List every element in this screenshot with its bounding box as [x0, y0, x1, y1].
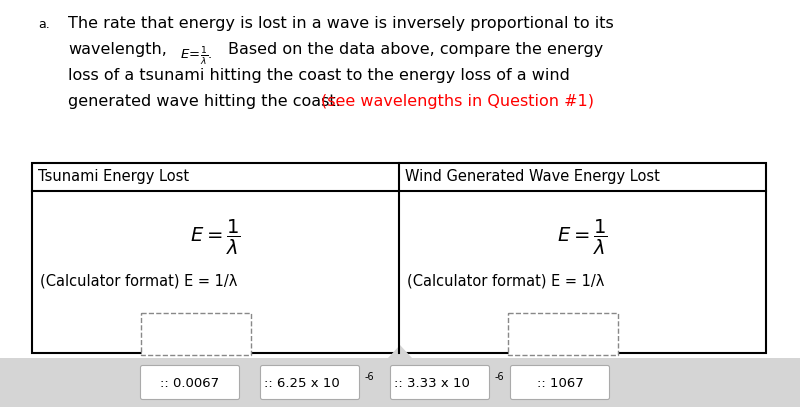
Text: -6: -6 — [364, 372, 374, 383]
Polygon shape — [388, 345, 412, 358]
Text: Wind Generated Wave Energy Lost: Wind Generated Wave Energy Lost — [405, 169, 660, 184]
Text: -6: -6 — [494, 372, 504, 383]
Text: Tsunami Energy Lost: Tsunami Energy Lost — [38, 169, 189, 184]
Bar — [141, 313, 250, 355]
Bar — [32, 163, 766, 353]
Text: loss of a tsunami hitting the coast to the energy loss of a wind: loss of a tsunami hitting the coast to t… — [68, 68, 570, 83]
Text: (Calculator format) E = 1/λ: (Calculator format) E = 1/λ — [40, 274, 238, 289]
Text: wavelength,: wavelength, — [68, 42, 167, 57]
Text: $E = \dfrac{1}{\lambda}$: $E = \dfrac{1}{\lambda}$ — [557, 217, 608, 256]
Text: :: 3.33 x 10: :: 3.33 x 10 — [394, 377, 470, 390]
Text: Based on the data above, compare the energy: Based on the data above, compare the ene… — [228, 42, 603, 57]
Text: (see wavelengths in Question #1): (see wavelengths in Question #1) — [321, 94, 594, 109]
FancyBboxPatch shape — [390, 365, 490, 400]
Text: $E = \dfrac{1}{\lambda}$: $E = \dfrac{1}{\lambda}$ — [190, 217, 241, 256]
Text: $E\!=\!\frac{1}{\lambda}$.: $E\!=\!\frac{1}{\lambda}$. — [180, 44, 213, 67]
Text: (Calculator format) E = 1/λ: (Calculator format) E = 1/λ — [407, 274, 604, 289]
Text: generated wave hitting the coast.: generated wave hitting the coast. — [68, 94, 346, 109]
FancyBboxPatch shape — [510, 365, 610, 400]
FancyBboxPatch shape — [261, 365, 359, 400]
Text: The rate that energy is lost in a wave is inversely proportional to its: The rate that energy is lost in a wave i… — [68, 16, 614, 31]
Text: a.: a. — [38, 18, 50, 31]
Text: :: 1067: :: 1067 — [537, 377, 583, 390]
FancyBboxPatch shape — [141, 365, 239, 400]
Bar — [507, 313, 618, 355]
Bar — [0, 358, 800, 407]
Text: :: 0.0067: :: 0.0067 — [161, 377, 219, 390]
Text: :: 6.25 x 10: :: 6.25 x 10 — [264, 377, 340, 390]
